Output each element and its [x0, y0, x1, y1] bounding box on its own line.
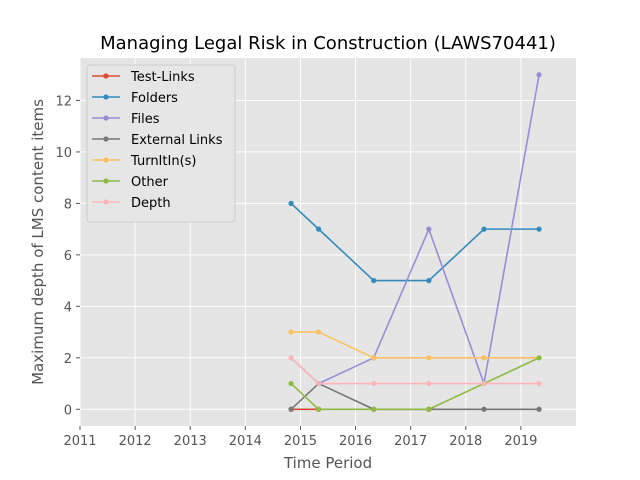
data-point: [371, 355, 377, 361]
data-point: [481, 406, 487, 412]
legend-label: Files: [131, 112, 160, 127]
data-point: [426, 278, 432, 284]
x-tick-label: 2019: [504, 434, 537, 449]
x-tick-label: 2014: [229, 434, 262, 449]
x-tick-label: 2012: [119, 434, 152, 449]
legend-label: External Links: [131, 133, 223, 148]
legend-item: Other: [92, 175, 169, 190]
data-point: [316, 406, 322, 412]
legend-marker: [103, 136, 109, 142]
legend-label: Test-Links: [130, 70, 195, 85]
data-point: [481, 355, 487, 361]
legend-marker: [103, 157, 109, 163]
data-point: [426, 355, 432, 361]
data-point: [288, 329, 294, 335]
y-tick-label: 8: [64, 197, 72, 212]
legend-marker: [103, 73, 109, 79]
data-point: [316, 226, 322, 232]
legend-marker: [103, 178, 109, 184]
data-point: [288, 406, 294, 412]
x-tick-label: 2013: [174, 434, 207, 449]
data-point: [371, 406, 377, 412]
data-point: [288, 380, 294, 387]
legend-label: Other: [131, 175, 169, 190]
grid: [79, 58, 576, 426]
x-tick-label: 2011: [63, 434, 96, 449]
series-folders: [288, 200, 542, 284]
data-point: [316, 380, 322, 387]
legend-marker: [103, 199, 109, 205]
data-point: [371, 380, 377, 387]
legend-item: External Links: [92, 133, 223, 148]
data-point: [481, 380, 487, 387]
legend-label: TurnItIn(s): [130, 154, 196, 169]
x-tick-label: 2017: [394, 434, 427, 449]
data-point: [536, 72, 542, 78]
data-point: [426, 406, 432, 412]
series-line: [291, 331, 540, 359]
data-point: [536, 355, 542, 361]
data-point: [288, 200, 294, 206]
legend-frame: [86, 64, 236, 223]
data-point: [536, 226, 542, 232]
series-line: [290, 202, 540, 282]
y-axis-label: Maximum depth of LMS content items: [29, 99, 47, 385]
legend-marker: [103, 115, 109, 121]
y-tick-label: 2: [64, 352, 72, 367]
legend-marker: [103, 94, 109, 100]
x-tick-label: 2018: [449, 434, 482, 449]
legend-item: Test-Links: [92, 70, 195, 85]
legend-item: Files: [92, 112, 160, 127]
data-point: [536, 380, 542, 387]
series-line: [290, 357, 540, 385]
ticks: 2011 2012 2013 2014 2015 2016 2017 2018 2019 0 2 4 6…: [55, 94, 537, 449]
legend-item: TurnItIn(s): [92, 154, 196, 169]
y-tick-label: 10: [55, 146, 72, 161]
y-tick-label: 4: [64, 300, 72, 315]
y-tick-label: 6: [64, 249, 72, 264]
data-point: [426, 380, 432, 387]
data-point: [288, 355, 294, 361]
legend-item: Folders: [92, 91, 178, 106]
x-tick-label: 2016: [339, 434, 372, 449]
legend-item: Depth: [92, 196, 171, 211]
y-tick-label: 0: [64, 403, 72, 418]
series-line: [290, 357, 540, 411]
data-point: [536, 406, 542, 412]
legend: Test-Links Folders Files External Links Turn…: [86, 64, 236, 223]
data-point: [481, 226, 487, 232]
x-axis-label: Time Period: [283, 454, 372, 472]
y-tick-label: 12: [55, 94, 72, 109]
legend-label: Depth: [131, 196, 171, 211]
series-depth: [288, 355, 542, 387]
data-point: [316, 329, 322, 335]
legend-label: Folders: [131, 91, 178, 106]
data-point: [426, 226, 432, 232]
x-tick-label: 2015: [284, 434, 317, 449]
chart-title: Managing Legal Risk in Construction (LAW…: [100, 33, 556, 54]
data-point: [371, 278, 377, 284]
series-layer: [288, 72, 542, 412]
